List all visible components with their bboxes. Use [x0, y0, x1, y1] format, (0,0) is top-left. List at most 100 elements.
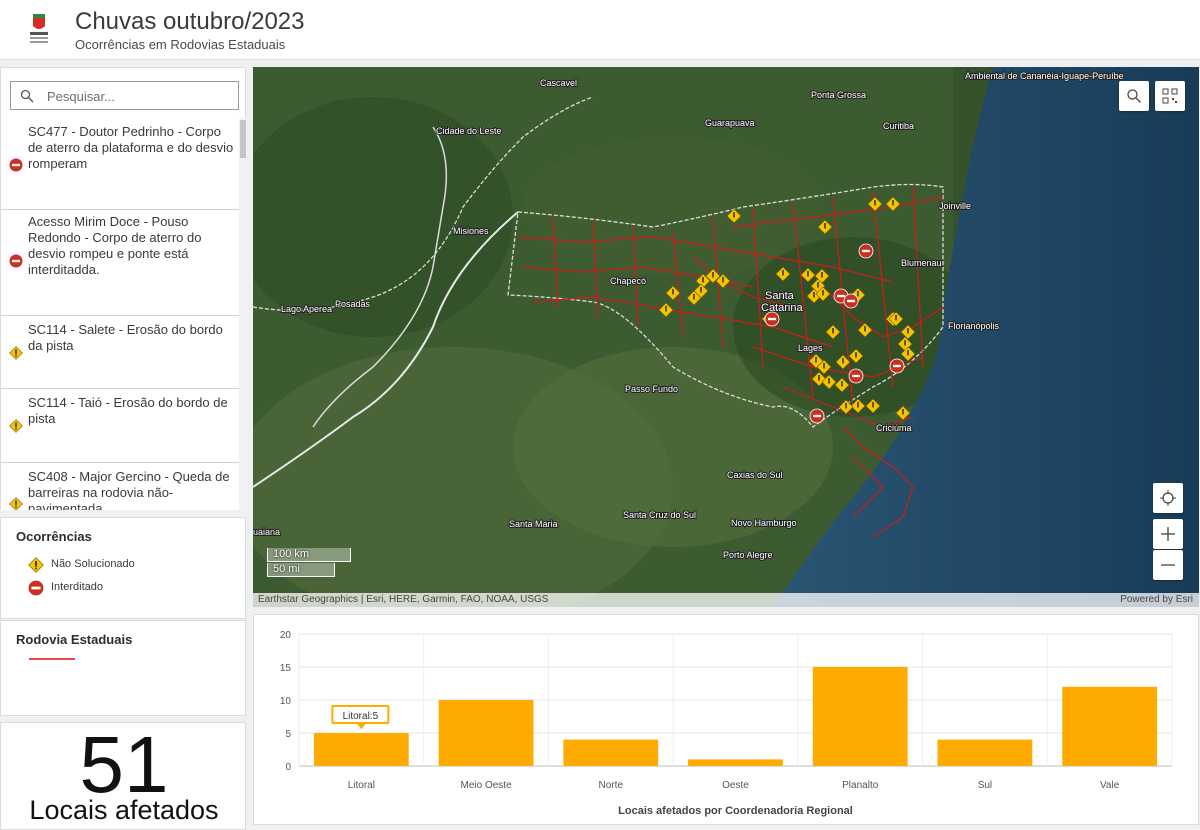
bar[interactable]: [438, 700, 534, 766]
warning-mark: [693, 294, 695, 300]
warning-mark: [702, 277, 704, 283]
list-item-text: Acesso Mirim Doce - Pouso Redondo - Corp…: [28, 214, 202, 277]
map-city-label: Posadas: [335, 299, 371, 309]
bar[interactable]: [563, 739, 659, 766]
list-item-text: SC114 - Taió - Erosão do bordo de pista: [28, 395, 228, 426]
warning-icon: [9, 419, 23, 433]
search-box[interactable]: [10, 81, 239, 110]
map-attribution: Earthstar Geographics | Esri, HERE, Garm…: [253, 593, 1199, 607]
warning-mark: [857, 402, 859, 408]
warning-mark: [815, 357, 817, 363]
warning-mark: [902, 409, 904, 415]
warning-mark: [665, 306, 667, 312]
dashboard-title: Chuvas outubro/2023: [75, 8, 305, 35]
search-icon: [1127, 89, 1141, 103]
warning-mark: [822, 290, 824, 296]
y-tick-label: 20: [280, 630, 292, 641]
zoom-in-button[interactable]: [1153, 519, 1183, 549]
legend-panel: Ocorrências Não Solucionado Interditado: [0, 517, 246, 619]
attribution-text: Earthstar Geographics | Esri, HERE, Garm…: [258, 594, 549, 605]
bar[interactable]: [1062, 686, 1158, 766]
qr-code-button[interactable]: [1155, 81, 1185, 111]
list-item-text: SC408 - Major Gercino - Queda de barreir…: [28, 469, 230, 510]
map-city-label: Blumenau: [901, 258, 942, 268]
map-city-label: Caxias do Sul: [727, 470, 783, 480]
map-search-button[interactable]: [1119, 81, 1149, 111]
warning-mark: [813, 292, 815, 298]
dashboard-subtitle: Ocorrências em Rodovias Estaduais: [75, 37, 286, 52]
warning-icon: [28, 557, 44, 573]
zoom-out-icon: [1161, 564, 1175, 566]
map-city-label: Criciúma: [876, 423, 912, 433]
search-icon: [20, 89, 34, 103]
roads-legend-panel: Rodovia Estaduais: [0, 620, 246, 716]
map-city-label: Ambiental de Cananéia-Iguape-Peruíbe: [965, 71, 1124, 81]
road-line-symbol: [29, 658, 75, 660]
y-tick-label: 0: [285, 762, 291, 773]
map-city-label: Porto Alegre: [723, 550, 773, 560]
map-city-label: Curitiba: [883, 121, 914, 131]
bar[interactable]: [937, 739, 1033, 766]
legend-label: Não Solucionado: [51, 558, 135, 570]
tooltip-pointer: [356, 723, 367, 729]
no-entry-bar: [768, 317, 776, 321]
no-entry-bar: [893, 364, 901, 368]
list-scrollbar[interactable]: [239, 118, 247, 510]
qr-code-icon: [1162, 88, 1178, 104]
map-city-label: Santa Maria: [509, 519, 558, 529]
map-view[interactable]: Cascavel Ponta Grossa Curitiba Cidade do…: [253, 67, 1199, 607]
warning-mark: [841, 381, 843, 387]
app-header: Chuvas outubro/2023 Ocorrências em Rodov…: [0, 0, 1200, 60]
no-entry-icon: [28, 580, 44, 596]
warning-mark: [807, 271, 809, 277]
list-item[interactable]: SC477 - Doutor Pedrinho - Corpo de aterr…: [1, 118, 241, 210]
warning-mark: [864, 326, 866, 332]
locate-button[interactable]: [1153, 483, 1183, 513]
map-city-label: Cidade do Leste: [436, 126, 502, 136]
x-tick-label: Meio Oeste: [461, 780, 513, 791]
list-item[interactable]: SC114 - Salete - Erosão do bordo da pist…: [1, 316, 241, 389]
list-item[interactable]: SC114 - Taió - Erosão do bordo de pista: [1, 389, 241, 463]
bar-chart: 0 5 10 15 20 Litoral Meio Oeste Norte Oeste Plana…: [280, 630, 1173, 817]
legend-title: Ocorrências: [16, 529, 92, 544]
warning-mark: [872, 402, 874, 408]
map-city-label: Florianópolis: [948, 321, 1000, 331]
y-tick-label: 10: [280, 696, 292, 707]
warning-mark: [845, 403, 847, 409]
map-city-label: Passo Fundo: [625, 384, 678, 394]
affected-count: 51: [79, 720, 169, 809]
no-entry-bar: [862, 249, 870, 253]
warning-mark: [818, 375, 820, 381]
warning-mark: [904, 340, 906, 346]
warning-mark: [907, 350, 909, 356]
warning-mark: [712, 272, 714, 278]
zoom-out-button[interactable]: [1153, 550, 1183, 580]
list-scrollbar-thumb[interactable]: [240, 120, 246, 158]
occurrence-markers[interactable]: [658, 196, 916, 424]
satellite-map[interactable]: Cascavel Ponta Grossa Curitiba Cidade do…: [253, 67, 1199, 607]
no-entry-bar: [847, 299, 855, 303]
bar[interactable]: [812, 667, 908, 766]
tooltip-text: Litoral:5: [343, 711, 379, 722]
warning-mark: [821, 272, 823, 278]
map-city-label: Cascavel: [540, 78, 577, 88]
y-tick-label: 15: [280, 663, 292, 674]
list-item[interactable]: SC408 - Major Gercino - Queda de barreir…: [1, 463, 241, 510]
warning-mark: [824, 223, 826, 229]
bar[interactable]: [688, 759, 783, 766]
bar[interactable]: [313, 733, 409, 766]
map-city-label: Santa Cruz do Sul: [623, 510, 696, 520]
list-item[interactable]: Acesso Mirim Doce - Pouso Redondo - Corp…: [1, 210, 241, 316]
warning-mark: [892, 200, 894, 206]
x-tick-label: Norte: [599, 780, 624, 791]
no-entry-bar: [852, 374, 860, 378]
warning-mark: [895, 315, 897, 321]
legend-item-nao-solucionado: Não Solucionado: [28, 557, 135, 576]
x-tick-label: Litoral: [348, 780, 375, 791]
zoom-in-icon: [1161, 527, 1175, 541]
warning-icon: [9, 346, 23, 360]
warning-mark: [700, 287, 702, 293]
warning-mark: [907, 328, 909, 334]
search-input[interactable]: [47, 86, 232, 106]
powered-by-esri[interactable]: Powered by Esri: [1120, 594, 1193, 605]
